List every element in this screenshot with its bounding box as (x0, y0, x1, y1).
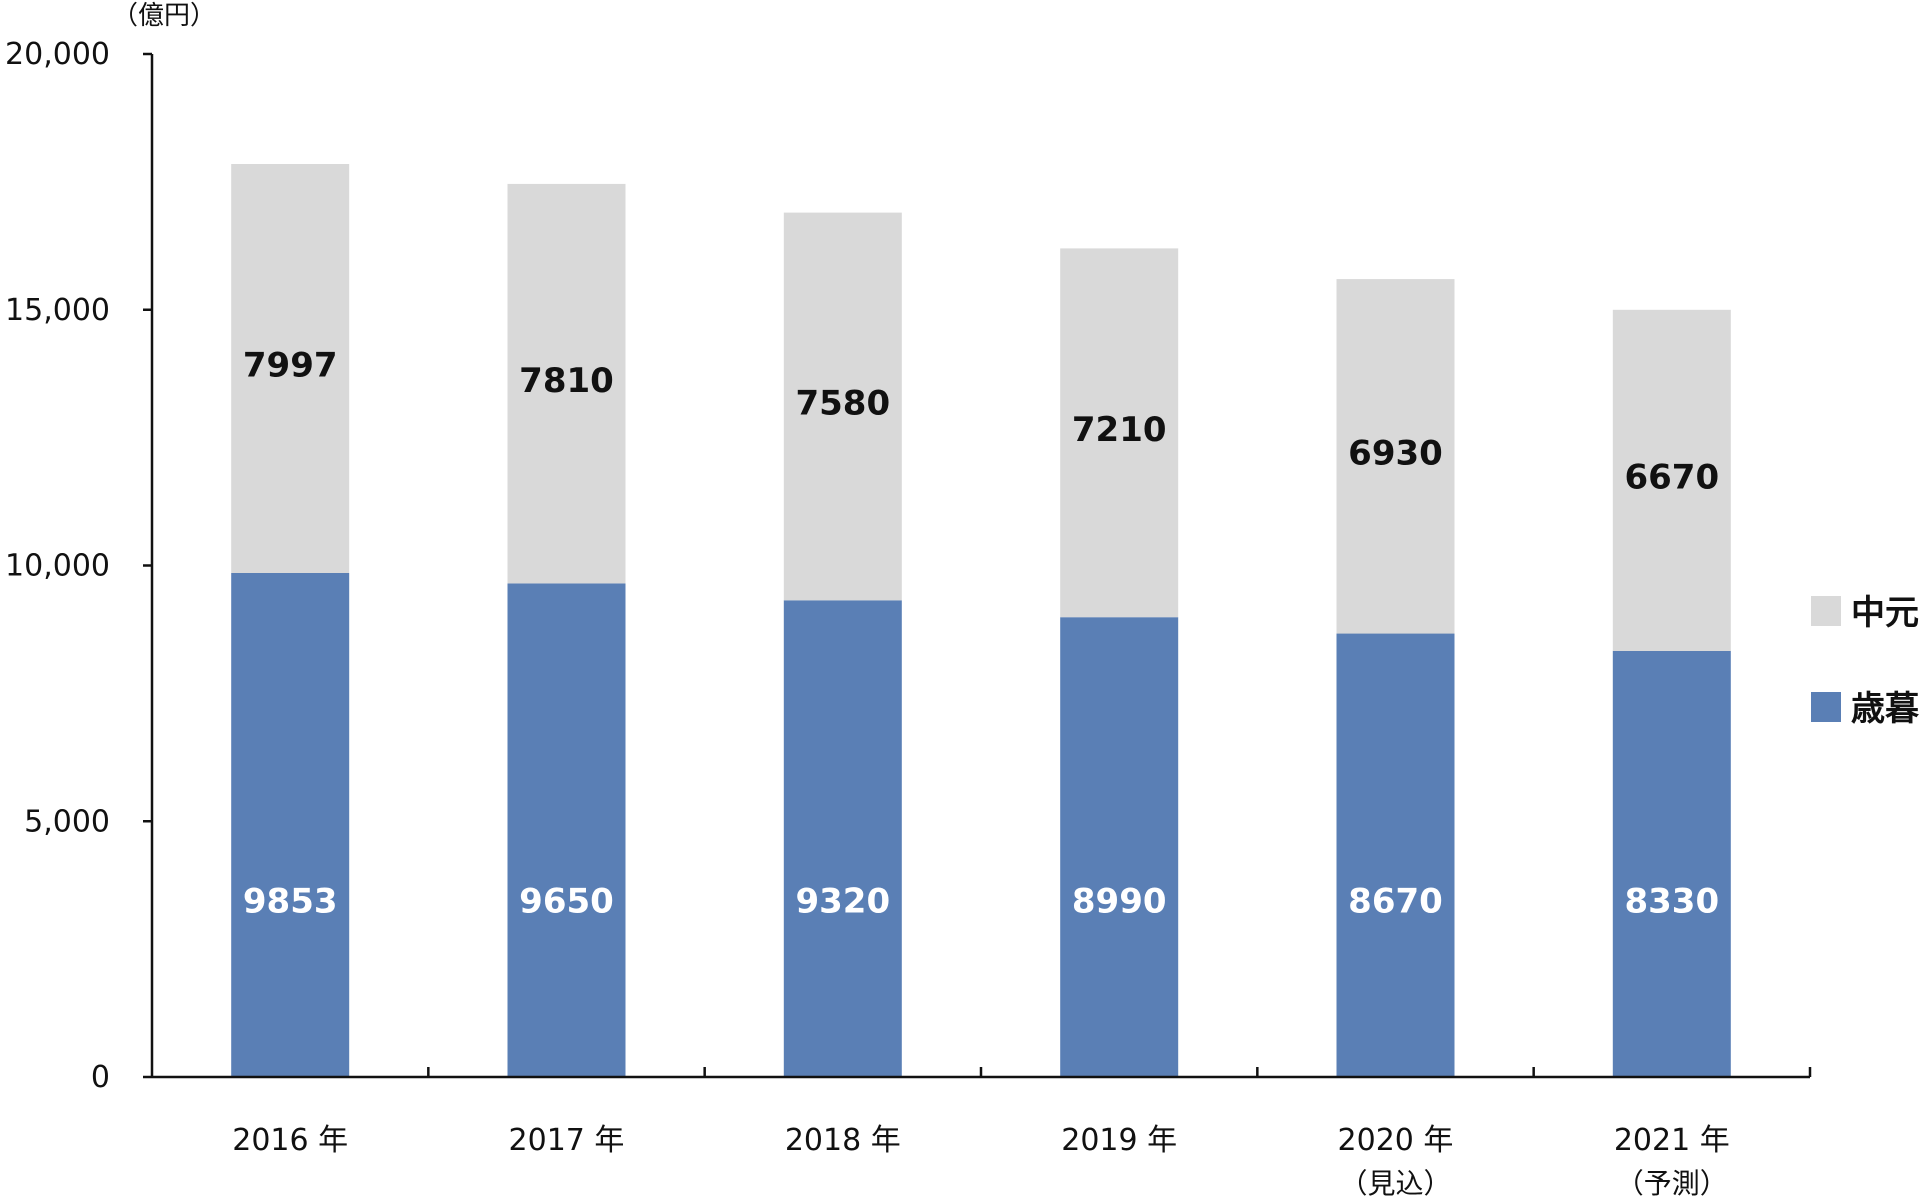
value-labels-group: 9853 7997 9650 7810 9320 7580 8990 7210 8670 6930… (243, 346, 1719, 922)
value-label-seibo-3: 8990 (1072, 882, 1167, 922)
y-tick-label-3: 15,000 (5, 293, 110, 328)
bar-seibo-5 (1612, 650, 1731, 1077)
axes-group: 2016 年 2017 年 2018 年 2019 年 2020 年 （見込） 2021 年… (5, 37, 1812, 1198)
bar-chugen-5 (1612, 309, 1731, 651)
y-tick-label-1: 5,000 (24, 804, 110, 839)
x-tick-label-2: 2018 年 (785, 1123, 901, 1158)
legend-swatch-0 (1811, 596, 1841, 626)
value-label-chugen-2: 7580 (795, 384, 890, 424)
bar-chugen-4 (1336, 279, 1455, 634)
value-label-chugen-5: 6670 (1624, 458, 1719, 498)
bar-chugen-2 (783, 212, 902, 601)
value-label-chugen-0: 7997 (243, 346, 338, 386)
value-label-chugen-4: 6930 (1348, 434, 1443, 474)
bar-seibo-4 (1336, 633, 1455, 1077)
bar-seibo-2 (783, 600, 902, 1077)
bar-seibo-0 (231, 573, 350, 1077)
y-tick-label-0: 0 (91, 1060, 110, 1095)
value-label-chugen-3: 7210 (1072, 410, 1167, 450)
x-tick-label-0: 2016 年 (232, 1123, 348, 1158)
legend-swatch-1 (1811, 692, 1841, 722)
value-label-seibo-4: 8670 (1348, 882, 1443, 922)
y-axis-unit-label: （億円） (112, 1, 216, 31)
legend-label-0: 中元 (1851, 593, 1919, 633)
x-tick-label-1: 2017 年 (509, 1123, 625, 1158)
bar-seibo-1 (507, 583, 626, 1077)
y-tick-label-2: 10,000 (5, 549, 110, 584)
x-tick-label-3: 2019 年 (1061, 1123, 1177, 1158)
bars-group (231, 164, 1731, 1077)
legend-label-1: 歳暮 (1851, 689, 1920, 729)
x-tick-label-5: 2021 年 (1614, 1123, 1730, 1158)
value-label-seibo-0: 9853 (243, 882, 338, 922)
x-tick-note-4: （見込） (1339, 1167, 1451, 1198)
value-label-seibo-2: 9320 (795, 882, 890, 922)
bar-chugen-1 (507, 183, 626, 584)
y-tick-label-4: 20,000 (5, 37, 110, 72)
value-label-chugen-1: 7810 (519, 361, 614, 401)
value-label-seibo-5: 8330 (1624, 882, 1719, 922)
bar-chugen-0 (231, 164, 350, 573)
x-tick-label-4: 2020 年 (1338, 1123, 1454, 1158)
x-tick-note-5: （予測） (1616, 1167, 1728, 1198)
value-label-seibo-1: 9650 (519, 882, 614, 922)
bar-chugen-3 (1060, 248, 1179, 618)
bar-seibo-3 (1060, 617, 1179, 1077)
